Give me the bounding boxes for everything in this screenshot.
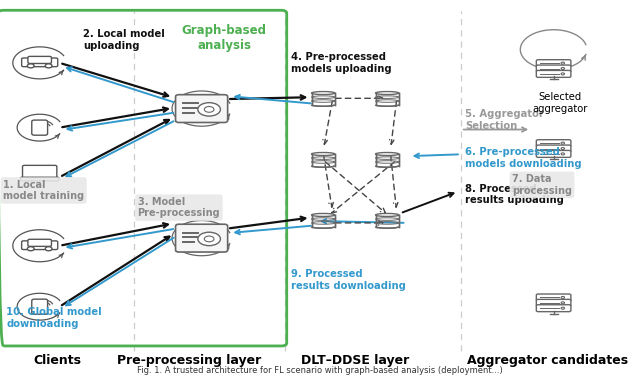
Circle shape bbox=[45, 64, 52, 68]
Polygon shape bbox=[312, 215, 335, 227]
Circle shape bbox=[561, 307, 564, 309]
Polygon shape bbox=[312, 93, 335, 105]
Text: Clients: Clients bbox=[33, 354, 82, 367]
Text: 4. Pre-processed
models uploading: 4. Pre-processed models uploading bbox=[291, 52, 392, 74]
Ellipse shape bbox=[376, 213, 399, 216]
Text: 2. Local model
uploading: 2. Local model uploading bbox=[83, 29, 165, 51]
Text: Fig. 1. A trusted architecture for FL scenario with graph-based analysis (deploy: Fig. 1. A trusted architecture for FL sc… bbox=[137, 366, 503, 375]
Text: 9. Processed
results downloading: 9. Processed results downloading bbox=[291, 269, 406, 291]
FancyBboxPatch shape bbox=[32, 299, 47, 314]
Ellipse shape bbox=[376, 152, 399, 155]
FancyBboxPatch shape bbox=[28, 56, 51, 64]
Circle shape bbox=[561, 142, 564, 144]
FancyBboxPatch shape bbox=[536, 140, 571, 147]
Text: 8. Processed
results uploading: 8. Processed results uploading bbox=[465, 184, 564, 205]
FancyBboxPatch shape bbox=[536, 305, 571, 312]
FancyBboxPatch shape bbox=[536, 294, 571, 301]
Ellipse shape bbox=[312, 213, 335, 216]
Ellipse shape bbox=[312, 152, 335, 155]
FancyBboxPatch shape bbox=[175, 95, 228, 123]
Text: 10. Global model
downloading: 10. Global model downloading bbox=[6, 307, 102, 329]
Text: DLT–DDSE layer: DLT–DDSE layer bbox=[301, 354, 410, 367]
Polygon shape bbox=[312, 154, 335, 166]
FancyBboxPatch shape bbox=[20, 177, 59, 181]
Circle shape bbox=[204, 236, 214, 242]
FancyBboxPatch shape bbox=[175, 224, 228, 252]
Text: 5. Aggregator
Selection: 5. Aggregator Selection bbox=[465, 109, 544, 131]
Text: Selected
aggregator: Selected aggregator bbox=[532, 92, 588, 114]
Circle shape bbox=[204, 107, 214, 112]
FancyBboxPatch shape bbox=[536, 65, 571, 72]
FancyBboxPatch shape bbox=[22, 241, 58, 250]
FancyBboxPatch shape bbox=[536, 70, 571, 77]
Text: 7. Data
processing: 7. Data processing bbox=[512, 174, 572, 195]
FancyBboxPatch shape bbox=[28, 239, 51, 247]
Text: Pre-processing layer: Pre-processing layer bbox=[116, 354, 261, 367]
Circle shape bbox=[561, 296, 564, 298]
FancyBboxPatch shape bbox=[536, 299, 571, 306]
Circle shape bbox=[198, 102, 220, 116]
Circle shape bbox=[561, 153, 564, 155]
Polygon shape bbox=[376, 93, 399, 105]
FancyBboxPatch shape bbox=[536, 60, 571, 67]
Text: Graph-based
analysis: Graph-based analysis bbox=[182, 24, 266, 52]
Ellipse shape bbox=[312, 91, 335, 94]
Circle shape bbox=[561, 147, 564, 150]
Ellipse shape bbox=[376, 91, 399, 94]
Circle shape bbox=[561, 73, 564, 75]
Text: 1. Local
model training: 1. Local model training bbox=[3, 180, 84, 201]
Circle shape bbox=[561, 62, 564, 64]
Text: Aggregator candidates: Aggregator candidates bbox=[467, 354, 628, 367]
FancyBboxPatch shape bbox=[536, 145, 571, 152]
Circle shape bbox=[198, 232, 220, 246]
Circle shape bbox=[561, 302, 564, 304]
Polygon shape bbox=[376, 215, 399, 227]
Text: 6. Pre-processed
models downloading: 6. Pre-processed models downloading bbox=[465, 147, 582, 169]
FancyBboxPatch shape bbox=[32, 120, 47, 135]
Circle shape bbox=[28, 64, 34, 68]
Text: 3. Model
Pre-processing: 3. Model Pre-processing bbox=[138, 197, 220, 218]
FancyBboxPatch shape bbox=[22, 165, 57, 179]
Circle shape bbox=[45, 247, 52, 251]
Circle shape bbox=[561, 67, 564, 70]
Polygon shape bbox=[376, 154, 399, 166]
FancyBboxPatch shape bbox=[536, 150, 571, 157]
Circle shape bbox=[28, 247, 34, 251]
FancyBboxPatch shape bbox=[22, 58, 58, 67]
